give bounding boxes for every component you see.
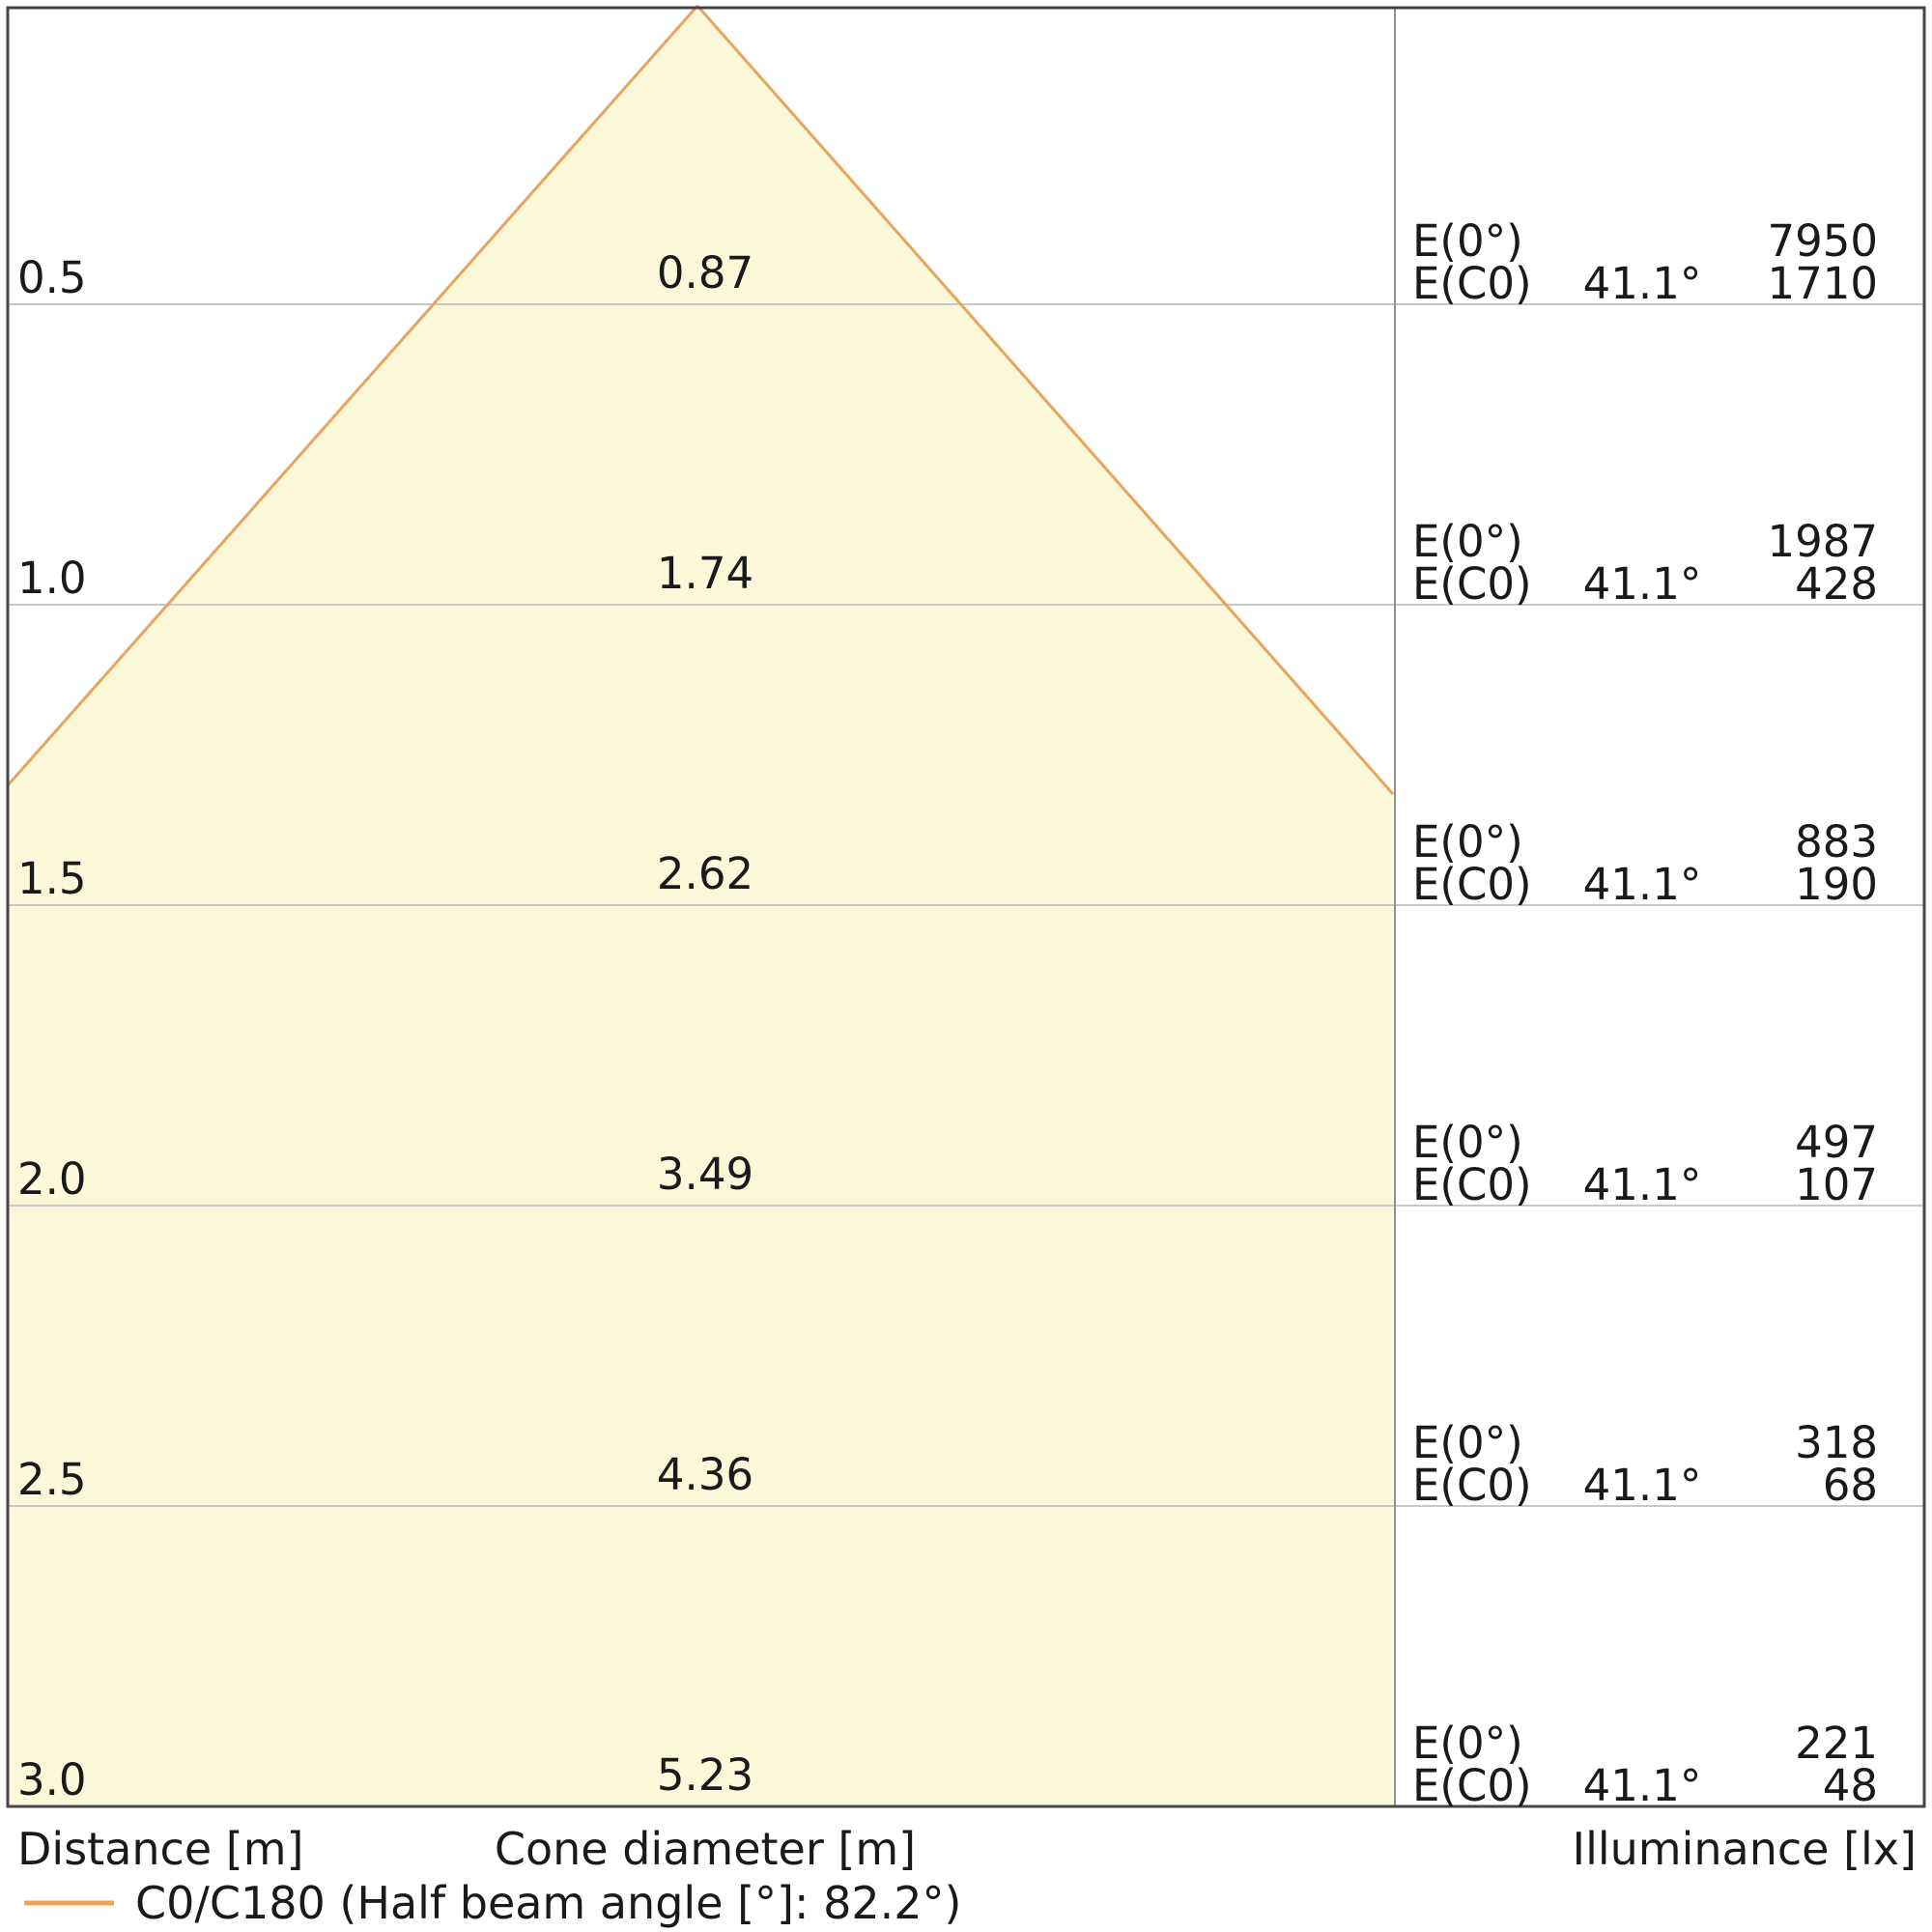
beam-angle-value: 41.1° <box>1583 1159 1702 1210</box>
beam-angle-value: 41.1° <box>1583 1760 1702 1811</box>
table-row: 3.0 5.23 E(0°) E(C0) 41.1° 221 48 <box>17 1718 1878 1811</box>
cone-diameter-value: 4.36 <box>657 1449 753 1500</box>
ec0-illuminance-value: 1710 <box>1767 258 1878 309</box>
ec0-illuminance-value: 48 <box>1823 1760 1878 1811</box>
chart-frame <box>6 6 1926 1808</box>
e0-illuminance-value: 497 <box>1795 1117 1878 1168</box>
e0-illuminance-value: 221 <box>1795 1718 1878 1769</box>
e0-label: E(0°) <box>1412 1718 1523 1769</box>
e0-illuminance-value: 7950 <box>1767 215 1878 267</box>
illuminance-axis-label: Illuminance [lx] <box>1573 1823 1917 1875</box>
ec0-label: E(C0) <box>1412 558 1532 610</box>
distance-axis-label: Distance [m] <box>17 1823 303 1875</box>
e0-label: E(0°) <box>1412 215 1523 267</box>
table-row: 1.0 1.74 E(0°) E(C0) 41.1° 1987 428 <box>17 516 1878 610</box>
ec0-illuminance-value: 107 <box>1795 1159 1878 1210</box>
e0-illuminance-value: 883 <box>1795 816 1878 867</box>
ec0-illuminance-value: 68 <box>1823 1460 1878 1511</box>
cone-diameter-value: 2.62 <box>657 848 753 899</box>
ec0-illuminance-value: 428 <box>1795 558 1878 610</box>
table-row: 1.5 2.62 E(0°) E(C0) 41.1° 883 190 <box>17 816 1878 910</box>
distance-tick-label: 1.5 <box>17 853 87 904</box>
table-row: 2.5 4.36 E(0°) E(C0) 41.1° 318 68 <box>17 1417 1878 1511</box>
beam-angle-value: 41.1° <box>1583 258 1702 309</box>
distance-tick-label: 0.5 <box>17 252 87 303</box>
beam-angle-value: 41.1° <box>1583 859 1702 910</box>
e0-label: E(0°) <box>1412 516 1523 567</box>
cone-edge-left-line <box>6 5 699 786</box>
ec0-label: E(C0) <box>1412 859 1532 910</box>
beam-angle-value: 41.1° <box>1583 1460 1702 1511</box>
beam-angle-value: 41.1° <box>1583 558 1702 610</box>
e0-label: E(0°) <box>1412 816 1523 867</box>
e0-label: E(0°) <box>1412 1117 1523 1168</box>
table-row: 0.5 0.87 E(0°) E(C0) 41.1° 7950 1710 <box>17 215 1878 309</box>
cone-diameter-value: 5.23 <box>657 1749 753 1801</box>
cone-diameter-axis-label: Cone diameter [m] <box>495 1823 916 1875</box>
ec0-illuminance-value: 190 <box>1795 859 1878 910</box>
ec0-label: E(C0) <box>1412 1159 1532 1210</box>
distance-tick-label: 2.0 <box>17 1153 87 1205</box>
legend: C0/C180 (Half beam angle [°]: 82.2°) <box>24 1877 962 1929</box>
distance-tick-label: 2.5 <box>17 1454 87 1505</box>
cone-edge-right-line <box>696 5 1395 795</box>
table-row: 2.0 3.49 E(0°) E(C0) 41.1° 497 107 <box>17 1117 1878 1210</box>
ec0-label: E(C0) <box>1412 1760 1532 1811</box>
e0-illuminance-value: 318 <box>1795 1417 1878 1468</box>
ec0-label: E(C0) <box>1412 258 1532 309</box>
legend-label: C0/C180 (Half beam angle [°]: 82.2°) <box>135 1877 962 1929</box>
cone-diameter-value: 0.87 <box>657 247 753 298</box>
e0-illuminance-value: 1987 <box>1767 516 1878 567</box>
distance-tick-label: 3.0 <box>17 1754 87 1805</box>
cone-diameter-value: 3.49 <box>657 1149 753 1200</box>
ec0-label: E(C0) <box>1412 1460 1532 1511</box>
cone-diameter-value: 1.74 <box>657 548 753 599</box>
e0-label: E(0°) <box>1412 1417 1523 1468</box>
distance-tick-label: 1.0 <box>17 553 87 604</box>
